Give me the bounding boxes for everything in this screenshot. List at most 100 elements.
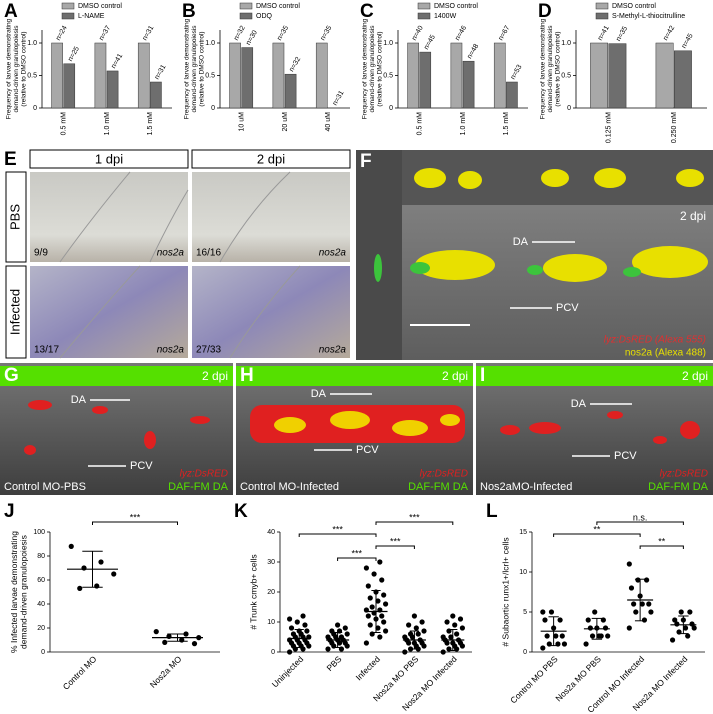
data-point	[639, 601, 645, 607]
legend-swatch	[417, 12, 431, 20]
data-point	[379, 613, 385, 619]
bar	[462, 60, 475, 109]
y-axis-label: (relative to DMSO control)	[199, 31, 206, 106]
legend-label: L-NAME	[78, 13, 105, 20]
condition-label: Nos2aMO-Infected	[480, 481, 572, 493]
data-point	[561, 641, 568, 647]
x-tick-label: 0.5 mM	[417, 112, 424, 136]
y-tick-label: 5	[523, 609, 527, 616]
y-tick-label: 0.5	[561, 72, 571, 79]
y-axis-label: # Trunk cmyb+ cells	[248, 554, 258, 629]
time-label: 2 dpi	[680, 209, 706, 223]
significance-label: **	[658, 536, 666, 546]
bar	[94, 42, 107, 109]
significance-bracket	[298, 533, 377, 537]
n-label: n=37	[98, 25, 112, 42]
y-axis-label: (relative to DMSO control)	[555, 31, 562, 106]
vessel-label: PCV	[556, 302, 579, 314]
data-point	[415, 631, 421, 637]
n-label: n=45	[423, 34, 437, 51]
legend-swatch	[239, 2, 253, 10]
bar	[150, 81, 162, 109]
y-axis-label: (relative to DMSO control)	[377, 31, 384, 106]
orthogonal-view	[356, 150, 713, 205]
panel-letter: I	[480, 365, 485, 386]
x-tick-label: 20 uM	[282, 112, 289, 132]
panel-h: H 2 dpi DA PCV Control MO-Infected lyz:D…	[236, 363, 473, 495]
x-tick-label: 1.0 mM	[460, 112, 467, 136]
data-point	[379, 577, 385, 583]
data-point	[633, 609, 639, 615]
significance-bracket	[375, 521, 454, 525]
data-point	[304, 628, 310, 634]
data-point	[648, 609, 654, 615]
bar	[315, 42, 328, 109]
significance-bracket	[92, 521, 178, 525]
count: 9/9	[34, 248, 48, 259]
data-point	[419, 619, 425, 625]
legend-swatch	[595, 12, 609, 20]
panel-letter: J	[4, 501, 15, 522]
data-point	[77, 585, 83, 592]
row-header	[5, 265, 27, 359]
panel-e: E 1 dpi 2 dpi PBS Infected 9/9 16/16 13/…	[4, 149, 351, 359]
data-point	[294, 619, 300, 625]
n-label: n=25	[67, 45, 81, 62]
data-point	[369, 604, 375, 610]
n-label: n=41	[110, 53, 124, 70]
signal	[374, 254, 641, 282]
panel-letter: H	[240, 365, 254, 386]
x-tick-label: 0.250 mM	[671, 112, 678, 143]
reporter-label: DAF-FM DA	[648, 481, 709, 493]
legend-label: DMSO control	[434, 3, 478, 10]
y-tick-label: 20	[37, 625, 45, 632]
data-point	[440, 634, 446, 640]
data-point	[672, 617, 678, 623]
x-tick-label: 10 uM	[239, 112, 246, 132]
data-point	[287, 616, 293, 622]
x-tick-label: Infected	[354, 654, 383, 683]
y-axis-label: Frequency of larvae demonstrating	[6, 18, 13, 119]
data-point	[94, 583, 100, 589]
bar	[590, 42, 608, 109]
significance-label: n.s.	[633, 512, 648, 522]
data-point	[448, 634, 454, 640]
data-point	[402, 649, 408, 655]
data-point	[553, 633, 559, 639]
n-label: n=41	[597, 25, 611, 42]
signal	[476, 366, 713, 386]
time-label: 2 dpi	[442, 369, 468, 383]
data-point	[287, 649, 293, 655]
data-point	[682, 625, 689, 631]
data-point	[540, 645, 546, 651]
count: 13/17	[34, 345, 59, 356]
y-axis-label: demand-driven granulopoiesis	[191, 25, 198, 113]
data-point	[402, 634, 408, 640]
micrograph	[192, 266, 350, 358]
legend-swatch	[239, 12, 253, 20]
significance-label: ***	[409, 512, 420, 522]
n-label: n=40	[411, 25, 425, 42]
panel-g: G 2 dpi DA PCV Control MO-PBS lyz:DsRED …	[0, 363, 233, 495]
bar	[106, 70, 119, 109]
panel-letter: A	[4, 1, 18, 22]
panel-letter: G	[4, 365, 19, 386]
legend-label: DMSO control	[78, 3, 122, 10]
data-point	[440, 649, 446, 655]
vessel-label: DA	[513, 236, 529, 248]
y-tick-label: 1.0	[561, 40, 571, 47]
reporter-label: lyz:DsRED	[660, 469, 708, 480]
x-tick-label: 0.5 mM	[61, 112, 68, 136]
significance-label: ***	[332, 524, 343, 534]
significance-label: ***	[352, 548, 363, 558]
n-label: n=35	[320, 25, 334, 42]
vessel-label: PCV	[356, 444, 379, 456]
panel-letter: K	[234, 501, 248, 522]
probe-label: nos2a	[157, 248, 185, 259]
data-point	[367, 595, 373, 601]
y-tick-label: 0	[567, 105, 571, 112]
bar	[674, 50, 692, 109]
signal	[414, 168, 708, 282]
legend-label: 1400W	[434, 13, 457, 20]
y-tick-label: 30	[267, 559, 275, 566]
